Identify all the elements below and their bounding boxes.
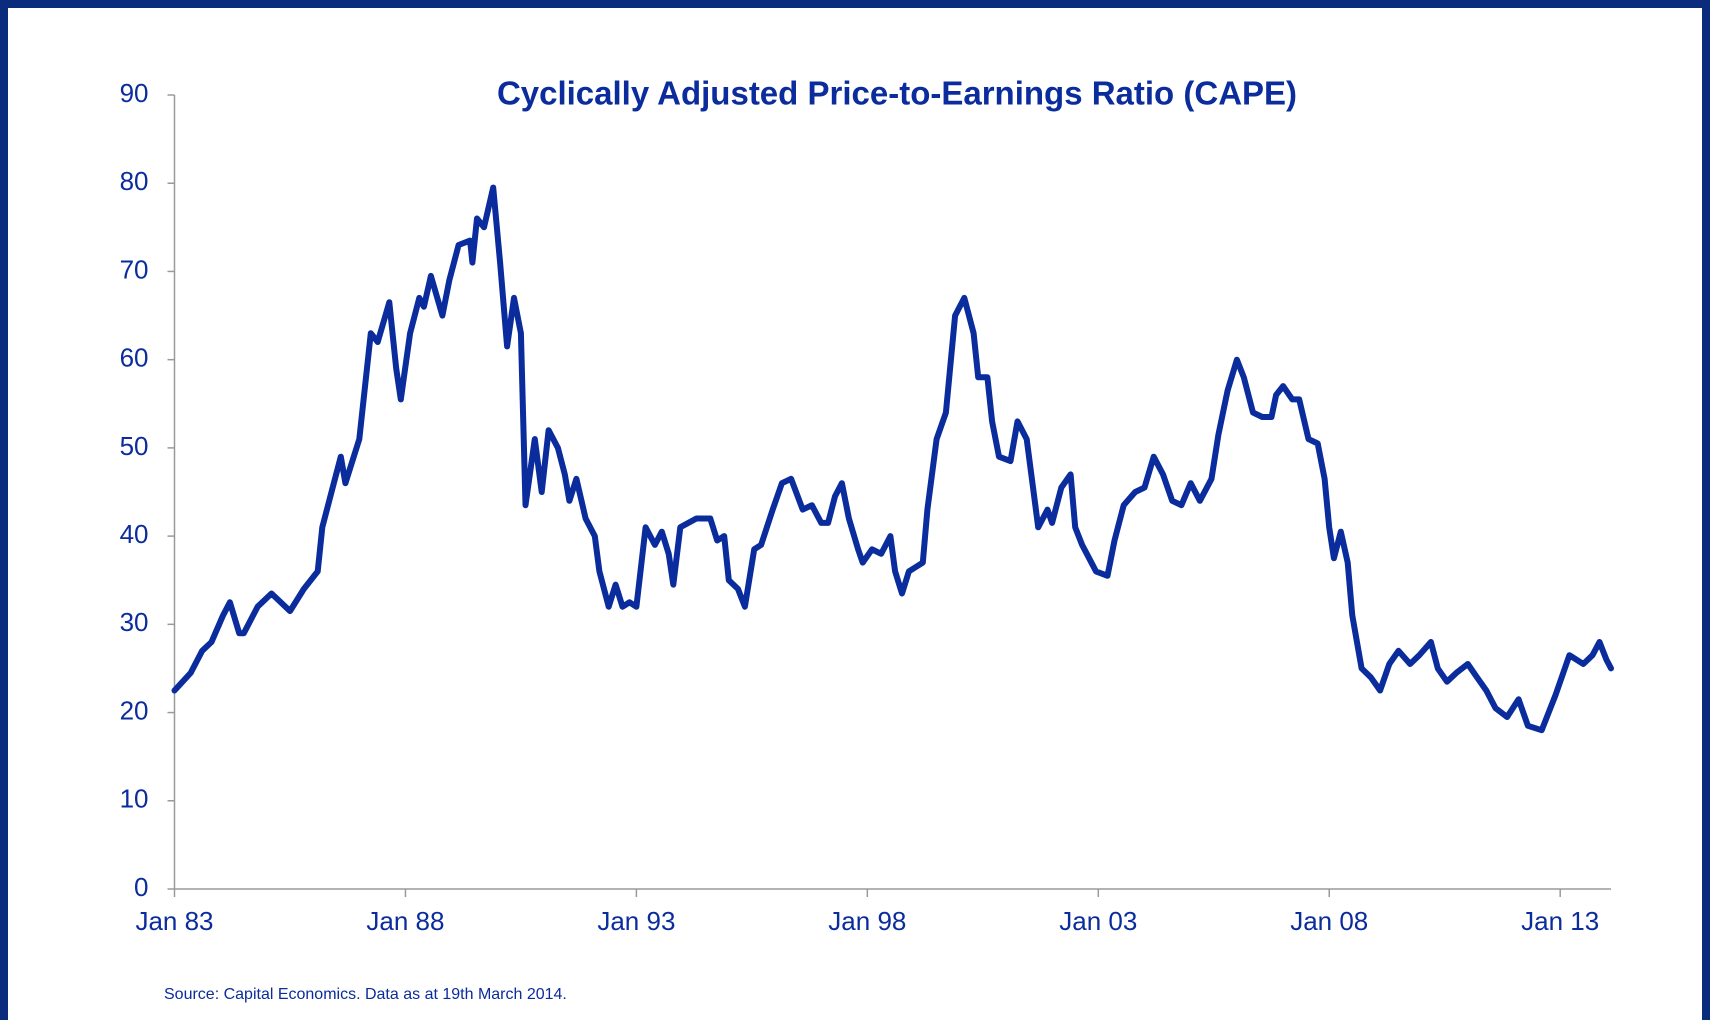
y-tick-label: 10 xyxy=(120,784,149,814)
y-tick-label: 20 xyxy=(120,695,149,725)
x-tick-label: Jan 98 xyxy=(828,906,906,936)
y-tick-label: 60 xyxy=(120,343,149,373)
x-tick-label: Jan 83 xyxy=(135,906,213,936)
y-tick-label: 50 xyxy=(120,431,149,461)
y-tick-label: 40 xyxy=(120,519,149,549)
x-tick-label: Jan 93 xyxy=(597,906,675,936)
x-tick-label: Jan 03 xyxy=(1059,906,1137,936)
x-tick-label: Jan 13 xyxy=(1521,906,1599,936)
y-tick-label: 70 xyxy=(120,254,149,284)
y-tick-label: 90 xyxy=(120,78,149,108)
cape-line xyxy=(171,184,1614,734)
y-tick-label: 80 xyxy=(120,166,149,196)
y-tick-label: 0 xyxy=(134,872,148,902)
x-tick-label: Jan 08 xyxy=(1290,906,1368,936)
x-tick-label: Jan 88 xyxy=(366,906,444,936)
source-note: Source: Capital Economics. Data as at 19… xyxy=(164,986,567,1003)
chart-title: Cyclically Adjusted Price-to-Earnings Ra… xyxy=(497,75,1297,112)
y-tick-label: 30 xyxy=(120,607,149,637)
